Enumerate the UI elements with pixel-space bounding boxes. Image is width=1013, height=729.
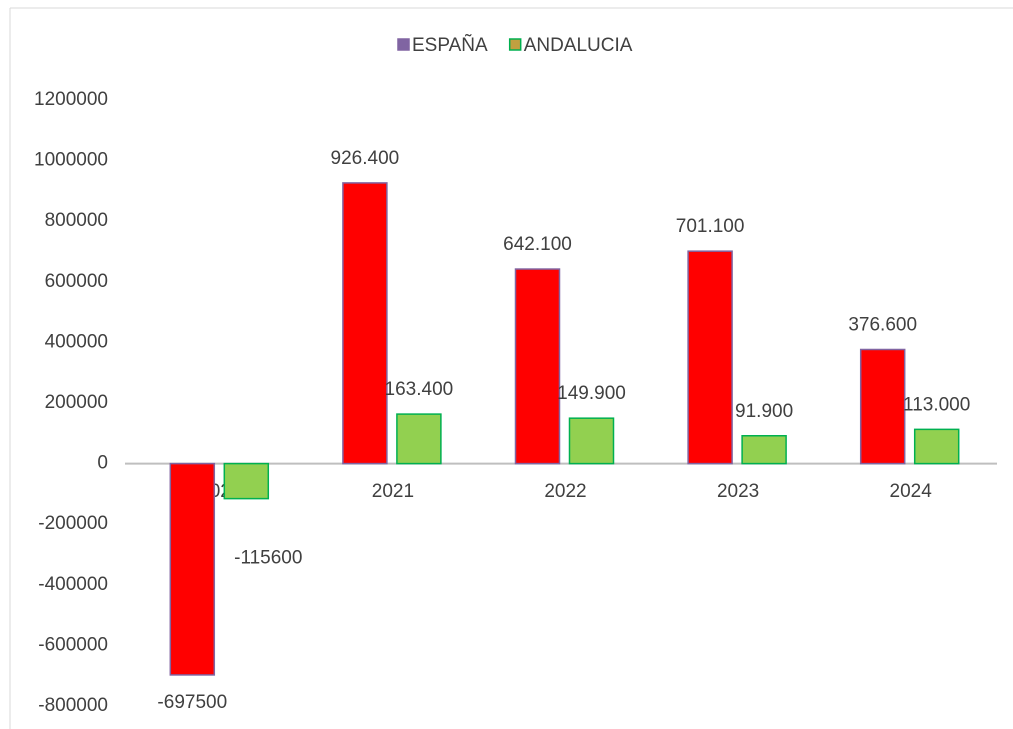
y-tick-label: 600000 — [45, 271, 108, 292]
y-tick-label: 1000000 — [34, 150, 108, 171]
legend-label: ESPAÑA — [412, 34, 488, 56]
y-tick-label: 1200000 — [34, 89, 108, 110]
legend-swatch — [508, 38, 522, 51]
x-tick-label: 2021 — [372, 481, 414, 502]
data-label: 701.100 — [676, 216, 745, 237]
y-tick-label: 200000 — [45, 392, 108, 413]
data-label: 91.900 — [735, 401, 793, 422]
bar — [568, 417, 615, 465]
x-tick-label: 2024 — [890, 481, 933, 502]
y-tick-label: -600000 — [38, 634, 108, 655]
data-label: 642.100 — [503, 234, 572, 255]
data-label: 113.000 — [903, 394, 970, 415]
data-label: -115600 — [234, 548, 302, 569]
legend-label: ANDALUCIA — [524, 35, 633, 56]
bar — [169, 462, 216, 676]
data-label: 149.900 — [557, 383, 626, 404]
x-tick-label: 2023 — [717, 481, 759, 502]
y-tick-label: -400000 — [38, 574, 108, 595]
y-tick-label: -800000 — [38, 695, 108, 716]
bar — [859, 348, 906, 465]
data-label: 376.600 — [848, 315, 917, 336]
data-label: -697500 — [157, 692, 227, 713]
y-tick-label: 800000 — [45, 210, 108, 231]
data-label: 163.400 — [385, 379, 454, 400]
legend-swatch — [397, 38, 410, 51]
x-tick-label: 2022 — [544, 481, 586, 502]
y-tick-label: 0 — [97, 453, 108, 474]
data-label: 926.400 — [331, 148, 400, 169]
y-tick-label: -200000 — [38, 513, 108, 534]
bar — [396, 413, 442, 465]
bar — [342, 182, 388, 465]
bar — [687, 250, 733, 465]
bar — [913, 428, 960, 465]
y-tick-label: 400000 — [45, 331, 108, 352]
bar — [223, 462, 270, 500]
bar — [741, 435, 787, 465]
bar — [514, 268, 561, 465]
